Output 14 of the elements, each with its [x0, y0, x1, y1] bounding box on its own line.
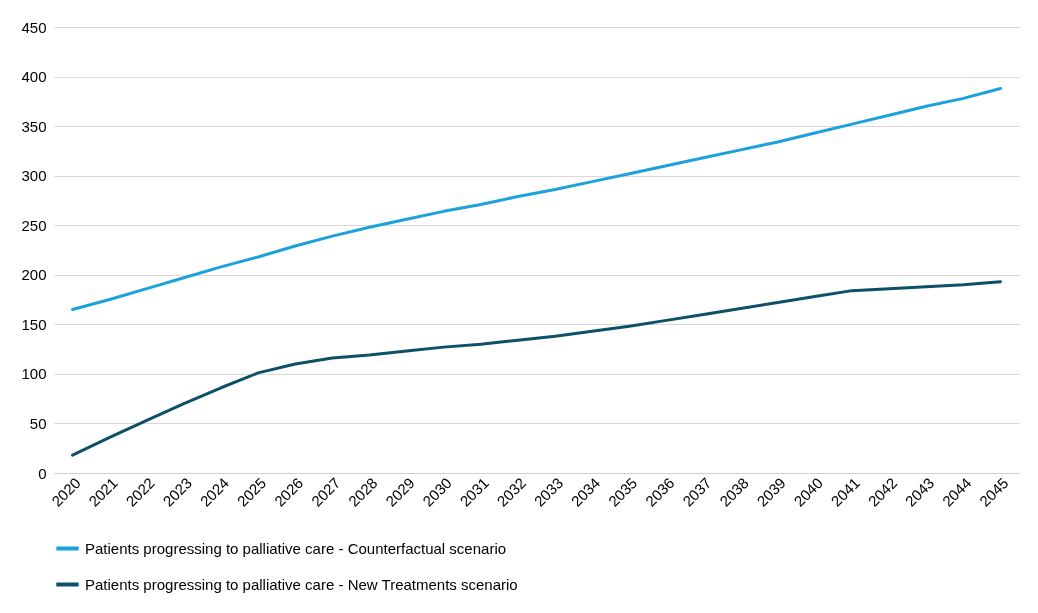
y-tick-label: 150: [21, 315, 47, 333]
y-tick-label: 400: [21, 68, 47, 86]
y-tick-label: 0: [38, 464, 47, 482]
legend-label: Patients progressing to palliative care - New Treatments scenario: [85, 575, 518, 593]
y-tick-label: 200: [21, 266, 47, 284]
line-series: [71, 86, 1002, 311]
y-tick-label: 300: [21, 167, 47, 185]
line-series: [71, 280, 1002, 457]
y-tick-label: 350: [21, 117, 47, 135]
y-tick-label: 50: [29, 414, 47, 432]
y-tick-label: 100: [21, 365, 47, 383]
legend-label: Patients progressing to palliative care - Counterfactual scenario: [85, 539, 507, 557]
y-tick-label: 450: [21, 18, 47, 36]
y-tick-label: 250: [21, 216, 47, 234]
